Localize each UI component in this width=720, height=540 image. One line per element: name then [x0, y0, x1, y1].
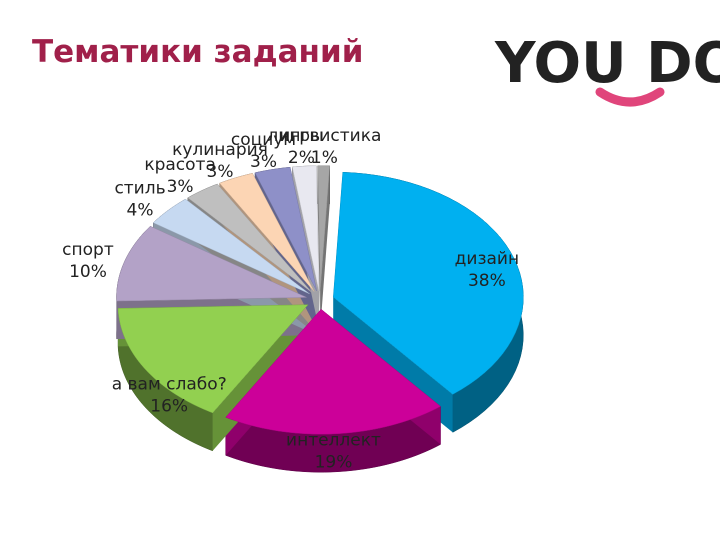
pie-slice	[152, 198, 310, 295]
label-value: 10%	[69, 262, 107, 282]
label-category: игры	[279, 126, 323, 146]
label-value: 1%	[311, 148, 338, 168]
label-value: 2%	[288, 148, 315, 168]
pie-slice	[219, 173, 315, 292]
pie-slice	[225, 308, 441, 435]
label-value: 38%	[468, 271, 506, 291]
pie-slice	[333, 172, 524, 395]
label-category: стиль	[114, 179, 165, 199]
logo: YOU DO	[494, 31, 720, 96]
pie-slice	[117, 304, 309, 414]
label-category: лингвистика	[267, 126, 381, 146]
label-category: красота	[144, 155, 216, 175]
slice-cut	[320, 165, 330, 329]
label-value: 16%	[150, 396, 188, 416]
data-label: спорт 10%	[62, 240, 114, 282]
label-value: 3%	[250, 152, 277, 172]
data-label: красота 3%	[144, 155, 216, 197]
label-value: 4%	[127, 201, 154, 221]
label-category: интеллект	[286, 431, 381, 451]
pie-slice	[187, 183, 313, 293]
label-category: кулинария	[172, 140, 268, 160]
data-label: интеллект 19%	[286, 431, 381, 473]
data-label: стиль 4%	[114, 179, 165, 221]
data-label: а вам слабо? 16%	[112, 374, 227, 416]
label-value: 3%	[207, 162, 234, 182]
data-label: дизайн 38%	[455, 249, 519, 291]
logo-smile	[595, 87, 665, 107]
label-value: 19%	[315, 453, 353, 473]
pie-slice	[254, 166, 317, 292]
data-label: кулинария 3%	[172, 140, 268, 182]
label-category: спорт	[62, 240, 114, 260]
label-category: дизайн	[455, 249, 519, 269]
pie-chart: дизайн 38% интеллект 19% а вам слабо? 16% спор…	[62, 126, 524, 473]
pie-slice	[317, 165, 331, 291]
label-category: социум	[231, 130, 296, 150]
label-category: а вам слабо?	[112, 374, 227, 394]
slide-title: Тематики заданий	[32, 34, 363, 70]
data-label: социум 3%	[231, 130, 296, 172]
pie-slice	[292, 165, 320, 291]
pie-slice	[116, 225, 307, 302]
data-label: лингвистика 1%	[267, 126, 381, 168]
data-label: игры 2%	[279, 126, 323, 168]
label-value: 3%	[167, 177, 194, 197]
